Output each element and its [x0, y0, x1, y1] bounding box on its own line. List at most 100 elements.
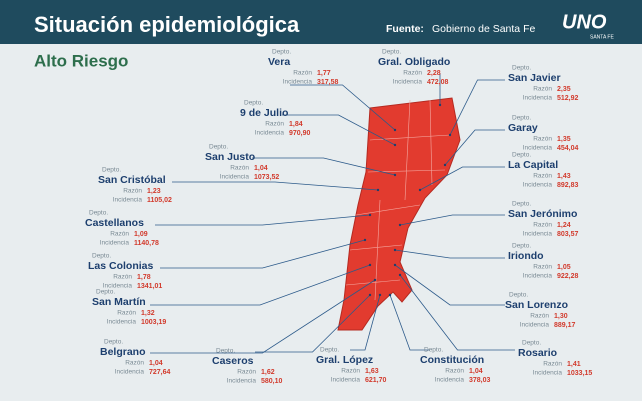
ratio-label: Razón: [533, 136, 552, 143]
incidence-value: 1003,19: [141, 319, 166, 326]
department-name: 9 de Julio: [240, 107, 288, 119]
incidence-value: 1341,01: [137, 283, 162, 290]
ratio-value: 1,04: [254, 165, 268, 172]
depto-label: Depto.: [102, 167, 121, 174]
leader-line: [255, 294, 371, 353]
incidence-label: Incidencia: [255, 130, 285, 137]
leader-dot: [388, 293, 392, 297]
department-name: Belgrano: [100, 346, 146, 358]
incidence-label: Incidencia: [283, 79, 313, 86]
leader-line: [252, 157, 396, 176]
depto-label: Depto.: [244, 100, 263, 107]
ratio-label: Razón: [125, 360, 144, 367]
leader-dot: [418, 188, 422, 192]
leader-line: [444, 129, 505, 166]
department-borders: [345, 99, 451, 301]
depto-label: Depto.: [509, 292, 528, 299]
leader-line: [389, 294, 430, 351]
incidence-value: 1033,15: [567, 370, 592, 377]
ratio-label: Razón: [533, 264, 552, 271]
source-label: Fuente:: [386, 23, 424, 35]
incidence-value: 892,83: [557, 182, 579, 189]
ratio-value: 1,24: [557, 222, 571, 229]
department-name: Vera: [268, 56, 290, 68]
ratio-value: 1,63: [365, 368, 379, 375]
incidence-label: Incidencia: [115, 369, 145, 376]
leader-dot: [368, 263, 372, 267]
incidence-label: Incidencia: [227, 378, 257, 385]
leader-dot: [373, 278, 377, 282]
ratio-label: Razón: [445, 368, 464, 375]
leader-dot: [363, 238, 367, 242]
incidence-value: 1140,78: [134, 240, 159, 247]
ratio-value: 1,09: [134, 231, 148, 238]
logo: UNO: [562, 11, 607, 33]
department-name: San Javier: [508, 72, 561, 84]
department-name: San Lorenzo: [505, 299, 568, 311]
department-name: San Martín: [92, 296, 146, 308]
ratio-label: Razón: [265, 121, 284, 128]
ratio-label: Razón: [293, 70, 312, 77]
leader-line: [419, 166, 505, 191]
incidence-label: Incidencia: [523, 182, 553, 189]
incidence-value: 621,70: [365, 377, 387, 384]
department-name: Constitución: [420, 354, 484, 366]
department-name: Las Colonias: [88, 260, 154, 272]
leader-dot: [443, 163, 447, 167]
depto-label: Depto.: [424, 347, 443, 354]
leader-dot: [376, 188, 380, 192]
leader-dot: [393, 263, 397, 267]
leader-line: [394, 264, 505, 306]
depto-label: Depto.: [522, 340, 541, 347]
ratio-label: Razón: [533, 222, 552, 229]
leader-line: [155, 214, 371, 226]
leader-line: [150, 279, 376, 354]
leader-dot: [393, 143, 397, 147]
incidence-value: 922,28: [557, 273, 579, 280]
ratio-value: 1,78: [137, 274, 151, 281]
leader-dot: [398, 273, 402, 277]
depto-label: Depto.: [216, 348, 235, 355]
leader-dot: [393, 128, 397, 132]
department-name: Gral. Obligado: [378, 56, 450, 68]
leader-line: [172, 181, 379, 191]
incidence-label: Incidencia: [393, 79, 423, 86]
depto-label: Depto.: [512, 115, 531, 122]
leader-line: [350, 294, 381, 351]
incidence-value: 512,92: [557, 95, 579, 102]
ratio-label: Razón: [117, 310, 136, 317]
incidence-label: Incidencia: [220, 174, 250, 181]
depto-label: Depto.: [512, 243, 531, 250]
logo-sub: SANTA FE: [590, 34, 614, 40]
department-name: San Cristóbal: [98, 174, 166, 186]
leader-line: [449, 79, 505, 136]
ratio-label: Razón: [533, 86, 552, 93]
ratio-label: Razón: [237, 369, 256, 376]
depto-label: Depto.: [89, 210, 108, 217]
subtitle: Alto Riesgo: [34, 51, 128, 70]
incidence-label: Incidencia: [103, 283, 133, 290]
province-map: [337, 97, 461, 331]
ratio-value: 1,30: [554, 313, 568, 320]
leader-dot: [398, 223, 402, 227]
depto-label: Depto.: [512, 201, 531, 208]
department-name: San Jerónimo: [508, 208, 577, 220]
ratio-value: 1,84: [289, 121, 303, 128]
ratio-label: Razón: [341, 368, 360, 375]
leader-dot: [393, 248, 397, 252]
leader-line: [160, 239, 366, 269]
leader-line: [399, 214, 505, 226]
incidence-value: 803,57: [557, 231, 579, 238]
department-name: San Justo: [205, 151, 255, 163]
ratio-value: 1,62: [261, 369, 275, 376]
header-bar: [0, 0, 642, 44]
incidence-label: Incidencia: [435, 377, 465, 384]
depto-label: Depto.: [104, 339, 123, 346]
ratio-value: 1,35: [557, 136, 571, 143]
incidence-label: Incidencia: [113, 197, 143, 204]
leader-dot: [448, 133, 452, 137]
ratio-value: 1,23: [147, 188, 161, 195]
incidence-value: 727,64: [149, 369, 171, 376]
incidence-value: 317,58: [317, 79, 339, 86]
